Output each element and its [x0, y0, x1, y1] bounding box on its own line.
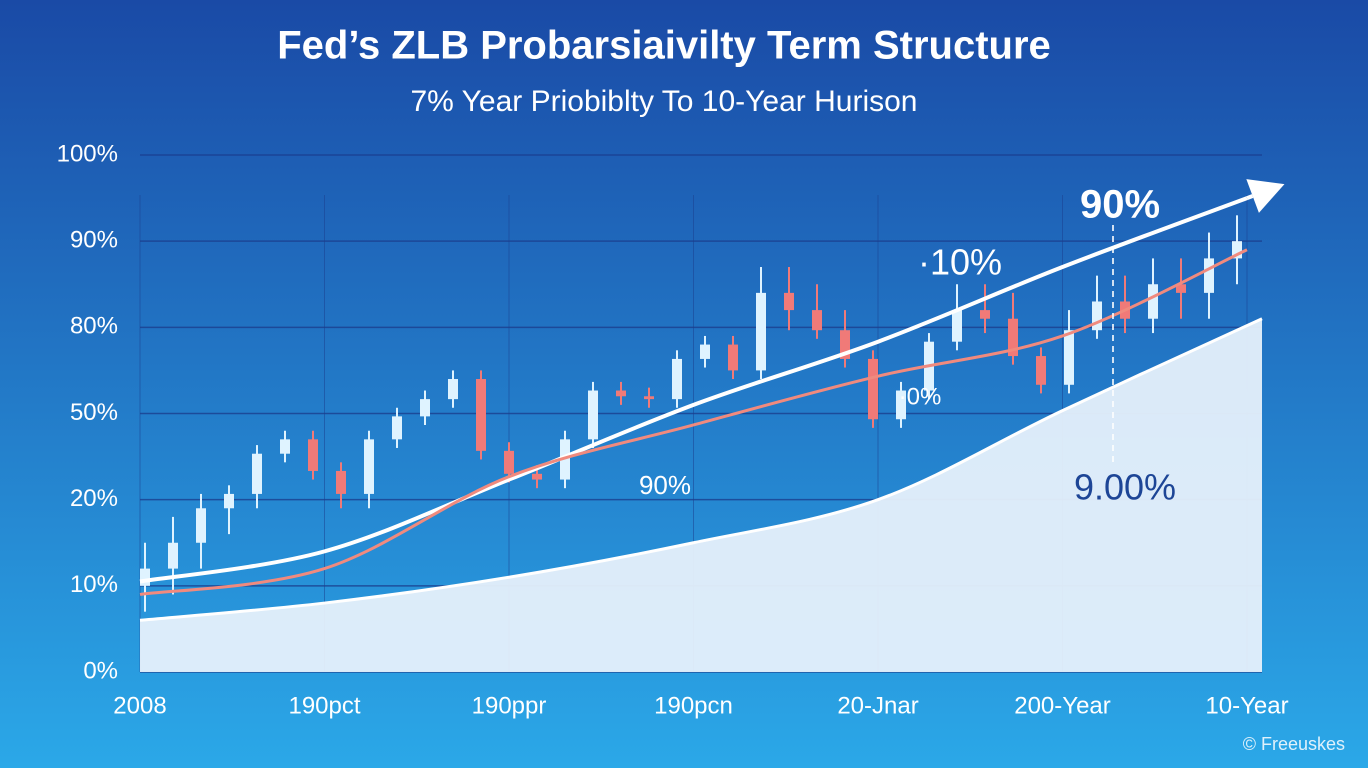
annotation: 90%	[639, 470, 691, 500]
candle-body	[756, 292, 766, 371]
line	[139, 196, 1248, 584]
annotation: ·10%	[918, 242, 1002, 283]
candle-body	[168, 542, 178, 569]
x-tick-label: 190ppr	[472, 692, 547, 719]
chart-subtitle: 7% Year Priobiblty To 10-Year Hurison	[411, 85, 918, 118]
x-tick-label: 20-Jnar	[837, 692, 918, 719]
footer: © Freeuskes	[1243, 734, 1345, 754]
x-tick-label: 190pct	[288, 692, 360, 719]
candle-body	[280, 439, 290, 454]
chart-title: Fed’s ZLB Probarsiaivilty Term Structure	[277, 24, 1051, 68]
annotation: 90%	[1080, 183, 1160, 227]
candle-body	[952, 310, 962, 342]
annotation: 9.00%	[1074, 467, 1176, 508]
candle-body	[840, 330, 850, 359]
candle-body	[1092, 301, 1102, 331]
candle-body	[140, 568, 150, 586]
arrow-head	[1246, 179, 1285, 213]
candle-body	[252, 453, 262, 494]
candle-body	[700, 344, 710, 359]
candle-body	[588, 390, 598, 440]
y-tick-label: 50%	[70, 399, 118, 426]
line	[139, 248, 1248, 596]
candle-body	[672, 358, 682, 400]
y-tick-label: 20%	[70, 485, 118, 512]
x-tick-label: 200-Year	[1014, 692, 1111, 719]
y-tick-label: 100%	[57, 140, 118, 167]
candle-body	[420, 399, 430, 417]
labels: 0% 10% 20% 50% 80% 90% 100% 2008 190pct 190ppr 190…	[57, 140, 1289, 719]
x-tick-label: 10-Year	[1205, 692, 1288, 719]
area-edge	[139, 317, 1263, 622]
area-layer	[139, 317, 1263, 672]
candle-body	[980, 310, 990, 319]
candle-body	[336, 470, 346, 494]
candle-body	[644, 396, 654, 400]
candle-body	[392, 416, 402, 440]
lines	[139, 179, 1285, 596]
candle-body	[1064, 330, 1074, 385]
candle-body	[224, 493, 234, 509]
candle-body	[504, 450, 514, 474]
y-tick-label: 10%	[70, 571, 118, 598]
candle-body	[1204, 258, 1214, 293]
candle-body	[1036, 356, 1046, 385]
candle-body	[308, 439, 318, 471]
x-tick-label: 190pcn	[654, 692, 733, 719]
y-tick-label: 0%	[83, 657, 118, 684]
candle-body	[728, 344, 738, 371]
candle-body	[896, 390, 906, 420]
candle-body	[1232, 241, 1242, 259]
candle-body	[476, 379, 486, 451]
y-tick-label: 80%	[70, 313, 118, 340]
candle-body	[1176, 284, 1186, 293]
candle-body	[1148, 284, 1158, 319]
candle-body	[364, 439, 374, 494]
candle-body	[532, 473, 542, 480]
candle-body	[196, 508, 206, 543]
candle-body	[812, 310, 822, 331]
candle-body	[1008, 318, 1018, 357]
y-tick-label: 90%	[70, 227, 118, 254]
x-tick-label: 2008	[113, 692, 166, 719]
candle-body	[616, 390, 626, 397]
candle-body	[868, 358, 878, 420]
candle-body	[448, 379, 458, 400]
arrow-shaft	[1246, 194, 1254, 200]
candle-body	[784, 292, 794, 311]
area	[140, 318, 1262, 672]
annotation: ·0%	[899, 383, 942, 410]
